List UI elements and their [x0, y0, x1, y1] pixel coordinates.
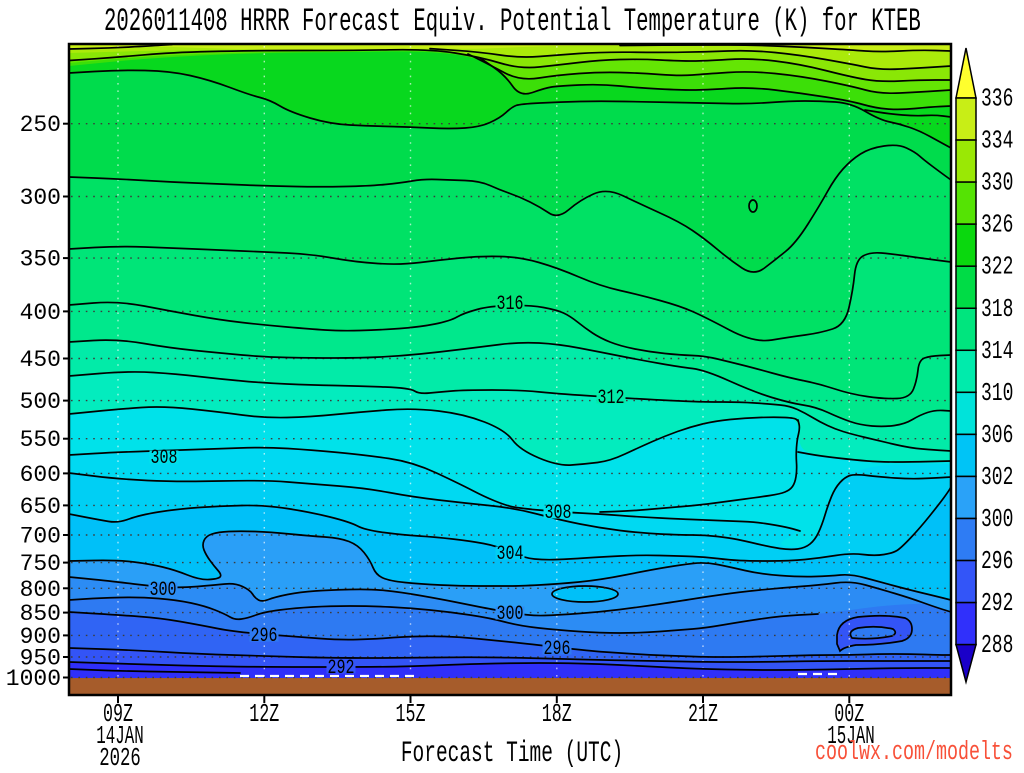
- svg-text:350: 350: [20, 247, 61, 273]
- svg-text:850: 850: [20, 601, 61, 627]
- svg-text:312: 312: [598, 387, 625, 410]
- svg-text:14JAN: 14JAN: [96, 722, 143, 751]
- svg-text:288: 288: [981, 630, 1013, 660]
- svg-text:coolwx.com/modelts: coolwx.com/modelts: [815, 737, 1013, 767]
- svg-text:700: 700: [20, 524, 61, 550]
- svg-text:2026: 2026: [99, 744, 141, 768]
- svg-text:800: 800: [20, 577, 61, 603]
- svg-text:09Z: 09Z: [103, 700, 133, 730]
- svg-text:318: 318: [981, 294, 1013, 324]
- svg-text:500: 500: [20, 389, 61, 415]
- svg-text:292: 292: [981, 588, 1013, 618]
- svg-text:296: 296: [981, 546, 1013, 576]
- svg-text:400: 400: [20, 300, 61, 326]
- svg-text:15Z: 15Z: [395, 700, 425, 730]
- svg-text:2026011408 HRRR Forecast Equiv: 2026011408 HRRR Forecast Equiv. Potentia…: [104, 5, 921, 41]
- svg-text:322: 322: [981, 252, 1013, 282]
- svg-text:334: 334: [981, 126, 1013, 156]
- svg-text:250: 250: [20, 112, 61, 138]
- svg-text:900: 900: [20, 624, 61, 650]
- svg-text:750: 750: [20, 551, 61, 577]
- svg-text:302: 302: [981, 462, 1013, 492]
- svg-text:308: 308: [151, 447, 178, 470]
- svg-text:15JAN: 15JAN: [827, 722, 874, 751]
- svg-text:330: 330: [981, 168, 1013, 198]
- svg-text:300: 300: [497, 603, 524, 626]
- svg-text:336: 336: [981, 83, 1013, 113]
- svg-text:296: 296: [544, 638, 571, 661]
- svg-text:306: 306: [981, 420, 1013, 450]
- svg-text:650: 650: [20, 494, 61, 520]
- svg-text:Forecast Time (UTC): Forecast Time (UTC): [401, 736, 623, 768]
- svg-text:550: 550: [20, 427, 61, 453]
- svg-text:310: 310: [981, 378, 1013, 408]
- svg-text:1000: 1000: [6, 666, 61, 692]
- svg-text:12Z: 12Z: [249, 700, 279, 730]
- svg-text:950: 950: [20, 646, 61, 672]
- svg-text:316: 316: [497, 293, 524, 316]
- svg-text:304: 304: [497, 543, 524, 566]
- svg-text:00Z: 00Z: [834, 700, 864, 730]
- svg-text:300: 300: [20, 185, 61, 211]
- svg-text:296: 296: [251, 625, 278, 648]
- svg-text:450: 450: [20, 347, 61, 373]
- svg-text:308: 308: [545, 502, 572, 525]
- svg-text:21Z: 21Z: [688, 700, 718, 730]
- svg-text:600: 600: [20, 462, 61, 488]
- svg-text:18Z: 18Z: [542, 700, 572, 730]
- svg-text:292: 292: [328, 657, 355, 680]
- svg-text:326: 326: [981, 210, 1013, 240]
- svg-text:300: 300: [150, 579, 177, 602]
- svg-text:314: 314: [981, 336, 1013, 366]
- svg-text:300: 300: [981, 504, 1013, 534]
